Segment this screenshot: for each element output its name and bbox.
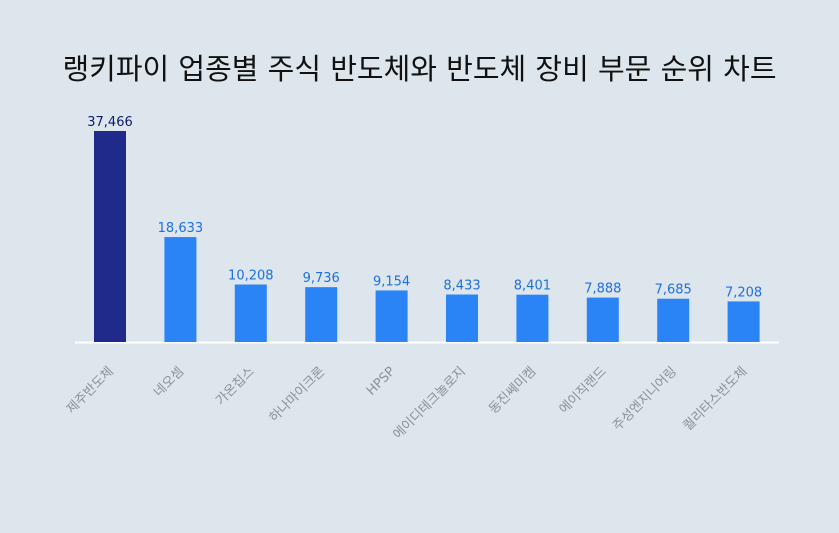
bar: [234, 284, 267, 342]
bar: [164, 237, 197, 342]
bar-value-label: 10,208: [228, 269, 274, 284]
bar-value-label: 7,888: [584, 282, 621, 297]
category-tick-label: 네오셈: [151, 364, 187, 400]
bar: [305, 287, 338, 342]
bar: [94, 131, 126, 342]
bar-value-label: 7,208: [725, 285, 762, 300]
category-tick-label: 에이디테크놀로지: [391, 364, 469, 442]
category-tick-label: HPSP: [364, 364, 399, 399]
bar: [657, 298, 690, 342]
bar-value-label: 8,401: [514, 279, 551, 294]
bar-value-label: 9,154: [373, 274, 410, 289]
bar-value-label: 9,736: [303, 271, 340, 286]
category-tick-label: 주성엔지니어링: [610, 364, 680, 434]
bar: [727, 301, 760, 342]
bar-value-label: 8,433: [443, 279, 480, 294]
chart-title: 랭키파이 업종별 주식 반도체와 반도체 장비 부문 순위 차트: [62, 52, 777, 86]
bar-value-label: 37,466: [87, 115, 133, 130]
bar-value-label: 7,685: [655, 283, 692, 298]
bar: [516, 294, 549, 342]
bar: [586, 297, 619, 342]
bar-value-label: 18,633: [158, 221, 204, 236]
bar: [446, 294, 478, 342]
category-tick-label: 제주반도체: [64, 364, 117, 417]
category-tick-label: 퀄리타스반도체: [681, 364, 751, 434]
category-tick-label: 동진쎄미켐: [486, 364, 539, 417]
category-tick-label: 에이직랜드: [557, 364, 610, 417]
category-tick-label: 하나마이크론: [267, 364, 328, 425]
bar: [375, 290, 408, 342]
category-tick-label: 가온칩스: [213, 364, 257, 408]
